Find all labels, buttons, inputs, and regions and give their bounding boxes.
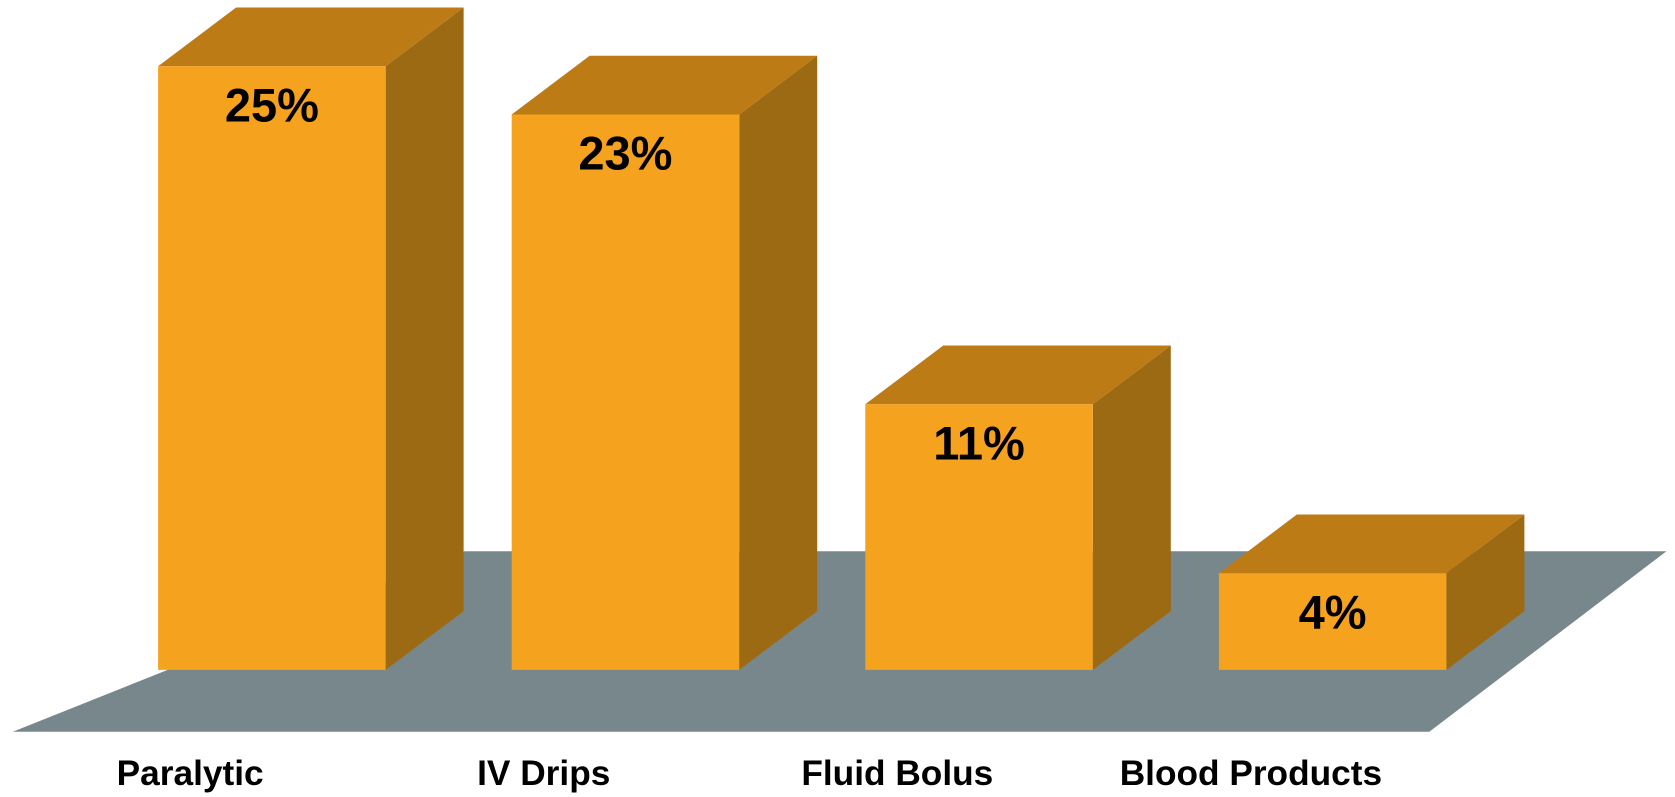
- x-tick-label: Fluid Bolus: [801, 754, 993, 793]
- bar-top: [1218, 514, 1525, 574]
- x-tick-label: IV Drips: [477, 754, 610, 793]
- bar-top: [511, 55, 818, 115]
- bar: [158, 7, 464, 670]
- value-label: 25%: [225, 78, 319, 131]
- bar-side: [739, 55, 818, 670]
- bar-front: [511, 114, 740, 670]
- bar-top: [158, 7, 464, 67]
- bar-front: [865, 404, 1093, 670]
- bar-side: [385, 7, 464, 670]
- bar-top: [865, 345, 1171, 405]
- value-label: 23%: [578, 127, 672, 180]
- x-tick-label: Paralytic: [117, 754, 264, 793]
- x-tick-label: Blood Products: [1120, 754, 1382, 793]
- bar-front: [1218, 573, 1447, 670]
- value-label: 4%: [1299, 585, 1367, 638]
- value-label: 11%: [933, 416, 1024, 469]
- bar-side: [1092, 345, 1171, 670]
- bar: [865, 345, 1171, 670]
- bar-side: [1446, 514, 1525, 670]
- bar: [511, 55, 818, 670]
- bar: [1218, 514, 1525, 670]
- bar-front: [158, 66, 386, 670]
